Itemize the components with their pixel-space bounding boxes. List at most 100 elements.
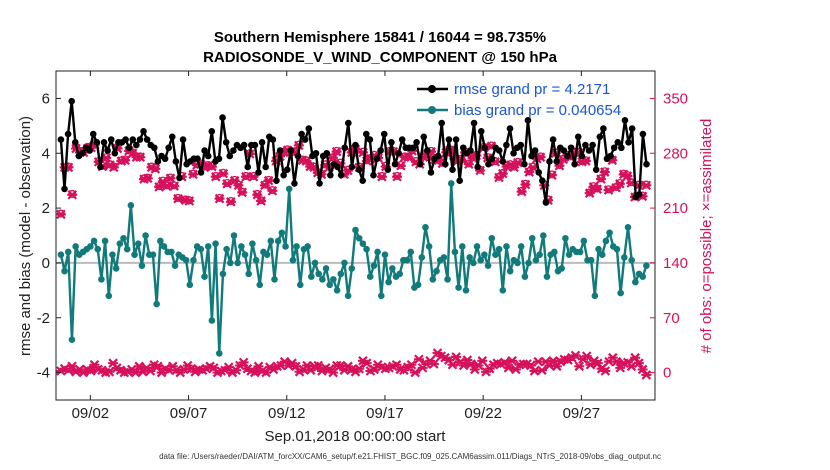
bias-point — [359, 240, 367, 248]
obs-possible-point — [207, 161, 217, 170]
rmse-point — [165, 144, 172, 152]
rmse-point — [621, 117, 629, 124]
rmse-point — [301, 136, 309, 143]
obs-low-point — [630, 352, 641, 363]
obs-possible-point — [185, 196, 194, 205]
bias-point — [624, 223, 632, 231]
obs-possible-point — [596, 174, 606, 183]
bias-point — [120, 234, 127, 242]
bias-point — [455, 284, 462, 291]
bias-point — [241, 251, 249, 258]
x-axis-label: Sep.01,2018 00:00:00 start — [265, 428, 447, 445]
x-tick-label: 09/07 — [170, 405, 208, 422]
obs-possible-point — [392, 171, 402, 181]
bias-point — [326, 281, 334, 289]
rmse-series — [57, 97, 650, 206]
rmse-point — [64, 130, 72, 138]
bias-point — [311, 259, 319, 267]
bias-point — [422, 223, 429, 231]
obs-possible-point — [604, 185, 613, 194]
rmse-point — [352, 141, 359, 149]
rmse-point — [201, 147, 208, 154]
bias-point — [123, 245, 131, 253]
rmse-point — [129, 136, 137, 143]
bias-point — [278, 229, 286, 237]
bias-point — [149, 251, 157, 258]
rmse-point — [204, 152, 212, 160]
rmse-point — [539, 177, 546, 184]
bias-point — [142, 232, 149, 239]
rmse-point — [571, 160, 578, 168]
rmse-point — [168, 133, 176, 141]
bias-point — [425, 243, 433, 250]
chart-subtitle: RADIOSONDE_V_WIND_COMPONENT @ 150 hPa — [203, 49, 558, 66]
obs-possible-point — [181, 195, 190, 204]
bias-point — [134, 240, 142, 248]
rmse-point — [391, 160, 399, 168]
rmse-point — [416, 160, 424, 168]
bias-point — [536, 251, 543, 258]
rmse-point — [194, 155, 201, 163]
obs-possible-point — [223, 178, 232, 188]
y-axis-label-right: # of obs: o=possible; ×=assimilated — [698, 119, 715, 354]
rmse-point — [366, 136, 374, 143]
rmse-point — [172, 158, 180, 165]
obs-possible-point — [162, 181, 171, 190]
rmse-point — [294, 152, 302, 160]
rmse-point — [255, 169, 262, 176]
obs-possible-point — [615, 178, 624, 188]
axes-frame — [55, 70, 656, 401]
rmse-point — [438, 119, 446, 127]
y-right-tick-label: 0 — [663, 365, 671, 382]
bias-point — [215, 350, 223, 357]
rmse-point — [244, 163, 252, 171]
obs-low-point — [413, 354, 424, 365]
obs-possible-point — [155, 182, 164, 191]
obs-possible-point — [600, 167, 609, 176]
bias-point — [153, 300, 160, 308]
bias-point — [285, 185, 293, 193]
rmse-point — [517, 141, 525, 149]
rmse-point — [628, 125, 636, 132]
obs-low-point — [525, 360, 536, 371]
obs-possible-point — [136, 152, 145, 161]
rmse-point — [226, 152, 234, 160]
bias-point — [98, 276, 105, 283]
bias-point — [407, 248, 415, 256]
bias-point — [525, 259, 532, 267]
y-right-tick-label: 350 — [663, 90, 688, 107]
rmse-point — [395, 149, 402, 157]
bias-point — [344, 292, 352, 300]
rmse-point — [280, 171, 287, 179]
rmse-point — [578, 152, 586, 160]
bias-point — [562, 234, 569, 242]
rmse-point — [222, 138, 230, 146]
bias-point — [477, 256, 485, 264]
rmse-point — [592, 166, 600, 173]
bias-point — [503, 243, 510, 250]
rmse-point — [341, 144, 349, 152]
obs-possible-point — [498, 168, 507, 177]
y-tick-label: 0 — [42, 255, 50, 272]
rmse-point — [122, 136, 129, 143]
rmse-point — [323, 149, 331, 157]
rmse-point — [485, 160, 492, 168]
obs-low-point — [238, 357, 249, 368]
bias-point — [517, 243, 525, 250]
rmse-point — [151, 144, 158, 152]
bias-point — [602, 237, 610, 245]
y-right-tick-label: 70 — [663, 310, 680, 327]
bias-point — [606, 229, 613, 237]
bias-point — [186, 281, 194, 289]
rmse-point — [452, 136, 460, 143]
bias-point — [333, 287, 341, 294]
rmse-point — [107, 136, 115, 143]
bias-point — [352, 226, 359, 234]
bias-point — [551, 248, 558, 256]
rmse-point — [262, 163, 269, 171]
rmse-point — [258, 138, 266, 146]
rmse-point — [298, 130, 305, 138]
obs-possible-point — [298, 155, 307, 164]
obs-possible-point — [147, 162, 156, 171]
obs-possible-point — [257, 196, 266, 205]
